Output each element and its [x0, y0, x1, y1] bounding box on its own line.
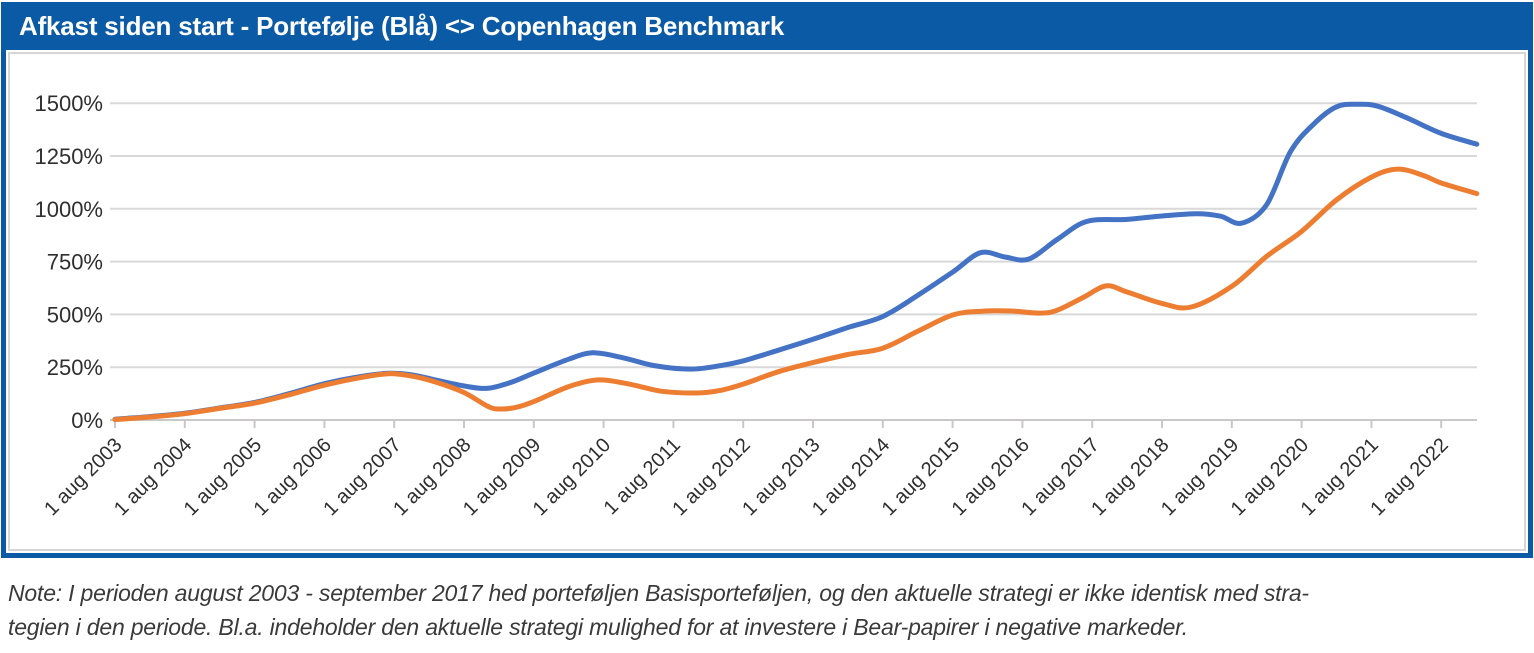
footnote-line-1: Note: I perioden august 2003 - september…	[8, 580, 1309, 606]
chart-title-bar: Afkast siden start - Portefølje (Blå) <>…	[6, 2, 1528, 50]
report-frame: Afkast siden start - Portefølje (Blå) <>…	[1, 2, 1533, 558]
y-axis-label: 250%	[47, 355, 103, 380]
y-axis-label: 500%	[47, 302, 103, 327]
footnote-line-2: tegien i den periode. Bl.a. indeholder d…	[8, 614, 1188, 640]
y-axis-label: 750%	[47, 250, 103, 275]
footnote: Note: I perioden august 2003 - september…	[8, 576, 1530, 644]
y-axis-label: 0%	[71, 408, 103, 433]
chart-title: Afkast siden start - Portefølje (Blå) <>…	[19, 10, 785, 41]
y-axis-label: 1250%	[34, 144, 103, 169]
benchmark-line	[112, 166, 1480, 423]
chart-panel: 1 aug 2003 1 aug 2004 1 aug 2005 1 aug 2006…	[8, 52, 1526, 551]
y-axis-label: 1000%	[34, 197, 103, 222]
y-axis-label: 1500%	[34, 91, 103, 116]
